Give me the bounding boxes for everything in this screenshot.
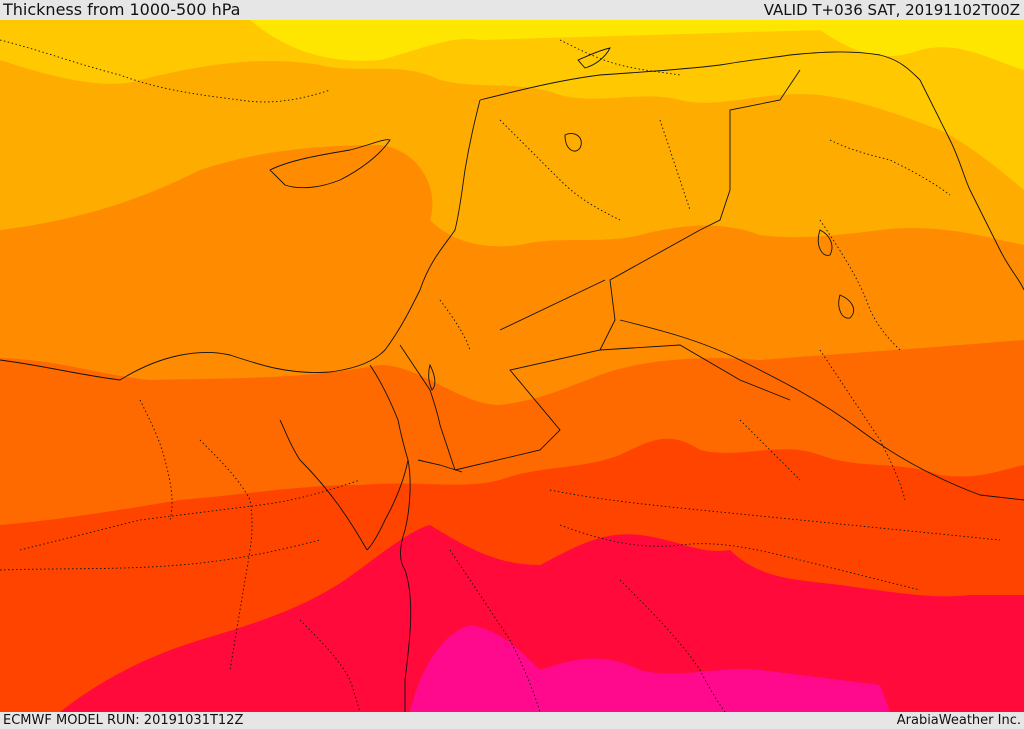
- band-8: [410, 625, 890, 712]
- footer-bar: ECMWF MODEL RUN: 20191031T12Z ArabiaWeat…: [0, 712, 1024, 729]
- regional-borders: [0, 39, 1001, 712]
- band-7: [60, 525, 1024, 712]
- thickness-map: [0, 20, 1024, 712]
- lakes: [428, 47, 854, 391]
- coastlines: [0, 51, 1024, 712]
- valid-time: VALID T+036 SAT, 20191102T00Z: [763, 1, 1020, 19]
- map-title: Thickness from 1000-500 hPa: [3, 0, 241, 19]
- credit: ArabiaWeather Inc.: [896, 713, 1021, 728]
- header-bar: Thickness from 1000-500 hPa VALID T+036 …: [0, 0, 1024, 20]
- model-run: ECMWF MODEL RUN: 20191031T12Z: [3, 713, 244, 728]
